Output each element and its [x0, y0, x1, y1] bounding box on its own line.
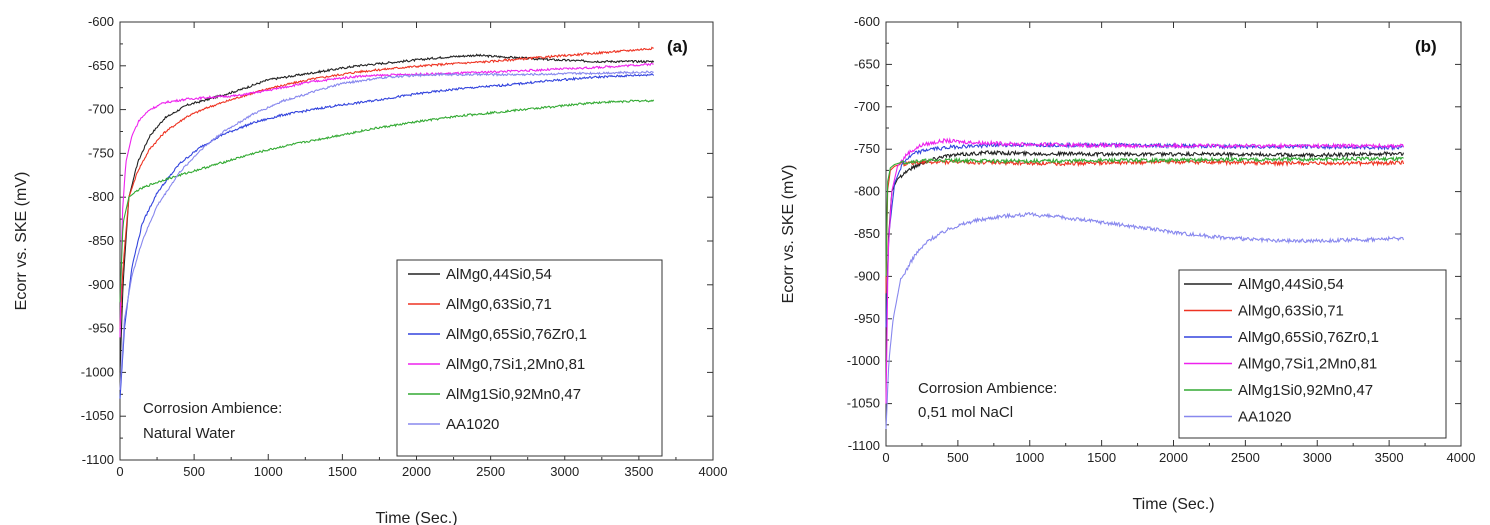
legend-entry: AlMg0,63Si0,71: [446, 296, 552, 313]
x-tick-label: 2500: [476, 464, 505, 479]
x-axis-title: Time (Sec.): [1132, 496, 1214, 513]
series-line: [885, 149, 1405, 362]
annotation-text: 0,51 mol NaCl: [918, 404, 1013, 421]
y-tick-label: -700: [88, 102, 114, 117]
y-tick-label: -1050: [847, 396, 880, 411]
x-tick-label: 3500: [1375, 450, 1404, 465]
y-tick-label: -800: [854, 184, 880, 199]
series-line: [885, 155, 1404, 277]
legend-box: [396, 259, 663, 457]
y-tick-label: -950: [88, 321, 114, 336]
x-tick-label: 4000: [699, 464, 728, 479]
x-tick-label: 2500: [1231, 450, 1260, 465]
y-tick-label: -750: [88, 145, 114, 160]
y-tick-label: -850: [88, 233, 114, 248]
x-tick-label: 2000: [402, 464, 431, 479]
series-line: [885, 158, 1405, 294]
x-tick-label: 3000: [550, 464, 579, 479]
x-tick-label: 2000: [1159, 450, 1188, 465]
legend-entry: AlMg0,7Si1,2Mn0,81: [1238, 356, 1377, 373]
x-tick-label: 4000: [1447, 450, 1476, 465]
legend-entry: AA1020: [1238, 409, 1291, 426]
y-tick-label: -650: [88, 58, 114, 73]
x-tick-label: 1500: [328, 464, 357, 479]
y-tick-label: -850: [854, 226, 880, 241]
x-tick-label: 500: [947, 450, 969, 465]
y-tick-label: -1000: [81, 364, 114, 379]
x-tick-label: 0: [116, 464, 123, 479]
legend-entry: AlMg0,65Si0,76Zr0,1: [1238, 329, 1379, 346]
series-line: [119, 99, 655, 303]
legend-entry: AlMg0,7Si1,2Mn0,81: [446, 356, 585, 373]
y-tick-label: -700: [854, 99, 880, 114]
x-tick-label: 0: [882, 450, 889, 465]
legend-entry: AlMg0,44Si0,54: [446, 266, 552, 283]
y-tick-label: -900: [854, 268, 880, 283]
y-tick-label: -600: [88, 14, 114, 29]
series-line: [885, 137, 1405, 404]
legend-entry: AlMg0,63Si0,71: [1238, 303, 1344, 320]
series-line: [885, 211, 1405, 430]
y-tick-label: -1100: [848, 438, 880, 453]
x-tick-label: 1000: [254, 464, 283, 479]
chart-panel-b: 0 500 1000 1500 2000 2500 3000 3500 4000 -1100 -10…: [780, 14, 1475, 513]
x-axis-title: Time (Sec.): [375, 510, 457, 525]
legend-entry: AlMg0,65Si0,76Zr0,1: [446, 326, 587, 343]
annotation-text: Corrosion Ambience:: [143, 400, 282, 417]
chart-panel-a: 0 500 1000 1500 2000 2500 3000 3500 4000 -1100 -10…: [13, 14, 727, 525]
y-tick-label: -1100: [82, 452, 114, 467]
series-line: [119, 53, 655, 373]
series-line: [119, 46, 654, 329]
legend-entry: AlMg1Si0,92Mn0,47: [446, 386, 581, 403]
x-tick-label: 3500: [624, 464, 653, 479]
annotation-text: Corrosion Ambience:: [918, 380, 1057, 397]
y-tick-label: -1000: [847, 353, 880, 368]
x-tick-label: 3000: [1303, 450, 1332, 465]
x-tick-label: 500: [183, 464, 205, 479]
y-tick-label: -950: [854, 311, 880, 326]
y-tick-label: -600: [854, 14, 880, 29]
x-tick-label: 1000: [1015, 450, 1044, 465]
x-tick-label: 1500: [1087, 450, 1116, 465]
panel-label: (b): [1415, 37, 1437, 56]
panel-label: (a): [667, 37, 688, 56]
legend-entry: AA1020: [446, 416, 499, 433]
y-tick-label: -900: [88, 277, 114, 292]
annotation-text: Natural Water: [143, 425, 235, 442]
y-tick-label: -1050: [81, 408, 114, 423]
y-axis-title: Ecorr vs. SKE (mV): [13, 172, 30, 311]
y-tick-label: -800: [88, 189, 114, 204]
y-axis-title: Ecorr vs. SKE (mV): [780, 165, 797, 304]
legend-entry: AlMg1Si0,92Mn0,47: [1238, 382, 1373, 399]
series-line: [119, 62, 654, 338]
legend-entry: AlMg0,44Si0,54: [1238, 276, 1344, 293]
series-line: [119, 70, 654, 390]
y-tick-label: -750: [854, 141, 880, 156]
y-tick-label: -650: [854, 56, 880, 71]
legend-box: [1178, 269, 1447, 439]
